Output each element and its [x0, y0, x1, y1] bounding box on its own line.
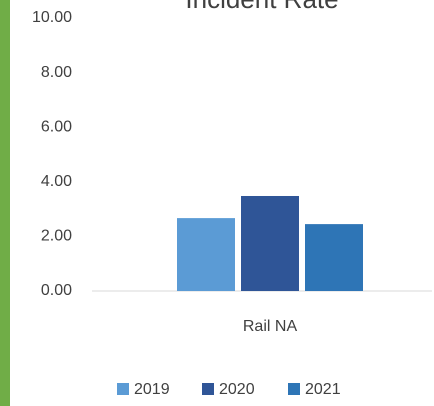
legend-swatch — [117, 383, 129, 395]
y-tick-label: 6.00 — [41, 118, 72, 135]
bar — [305, 224, 363, 291]
legend-swatch — [288, 383, 300, 395]
y-tick-label: 2.00 — [41, 228, 72, 245]
bar — [241, 195, 299, 291]
legend-label: 2019 — [134, 381, 170, 398]
y-tick-label: 0.00 — [41, 282, 72, 299]
legend-label: 2020 — [219, 381, 255, 398]
legend-swatch — [202, 383, 214, 395]
x-tick-label: Rail NA — [243, 318, 298, 335]
y-tick-label: 4.00 — [41, 173, 72, 190]
bar — [177, 218, 235, 291]
y-tick-label: 8.00 — [41, 64, 72, 81]
legend-label: 2021 — [305, 381, 341, 398]
side-strip — [0, 0, 10, 406]
y-tick-label: 10.00 — [32, 9, 72, 26]
chart-title: Incident Rate — [185, 0, 338, 14]
